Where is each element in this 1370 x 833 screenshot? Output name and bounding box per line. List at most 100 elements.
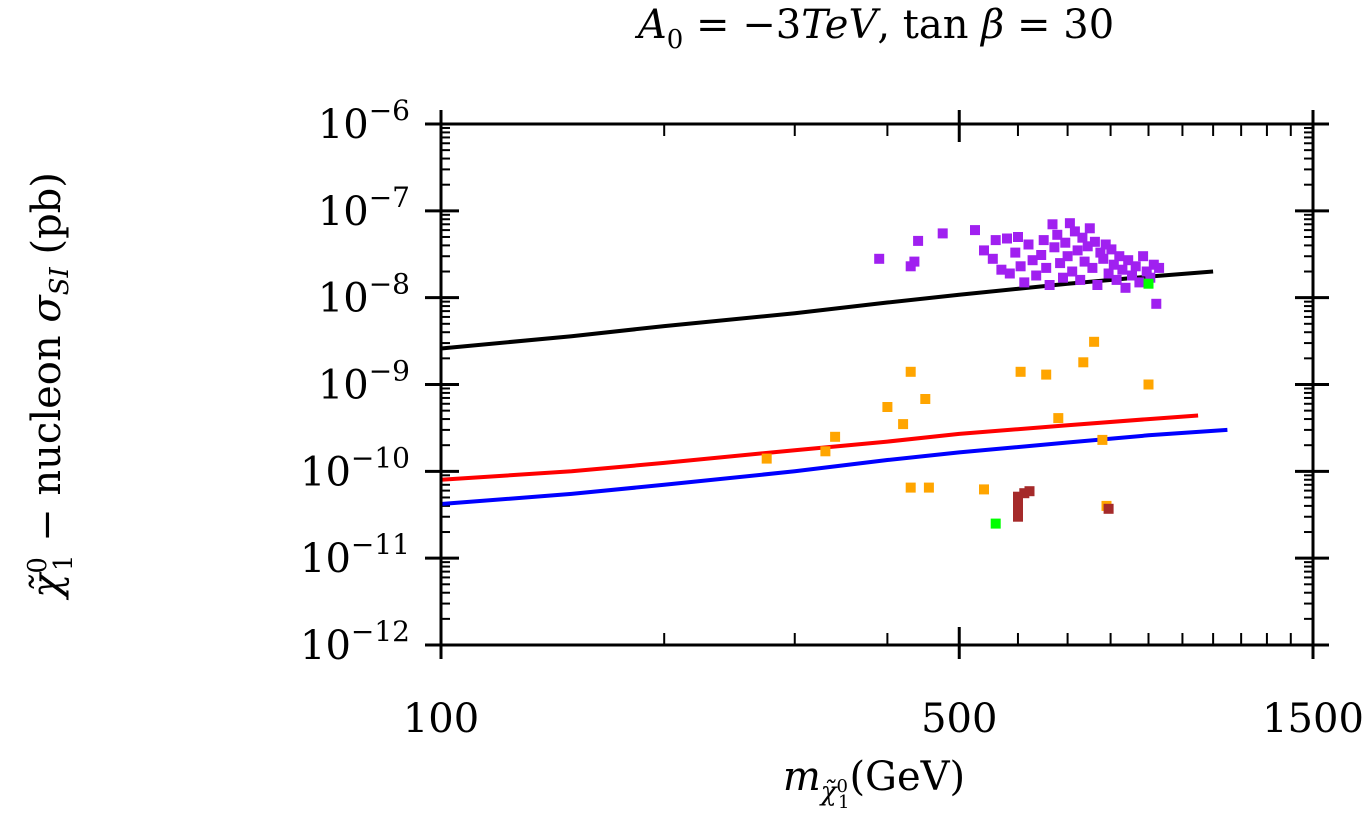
data-point — [1060, 237, 1071, 248]
y-tick-label: 10−9 — [318, 355, 410, 409]
data-point — [1019, 277, 1030, 288]
x-axis-label: mχ̃0 1(GeV) — [783, 754, 965, 813]
data-point — [1106, 244, 1117, 255]
data-point — [1143, 278, 1154, 289]
data-point — [1024, 486, 1035, 497]
y-tick-label: 10−6 — [318, 94, 410, 148]
data-point — [1138, 251, 1149, 262]
data-point — [1117, 264, 1128, 275]
data-point — [1004, 268, 1015, 279]
data-point — [1127, 270, 1137, 281]
data-point — [909, 256, 920, 267]
data-point — [1044, 280, 1055, 290]
data-point — [1114, 251, 1125, 262]
data-point — [1041, 369, 1052, 380]
data-point — [761, 453, 772, 464]
ylabel-part-sigma: σ — [24, 294, 70, 323]
x-tick-labels: 100 500 1500 — [403, 696, 1364, 742]
data-point — [1041, 262, 1052, 273]
chart-title: A0 = −3TeV, tan β = 30 — [634, 2, 1114, 55]
ylabel-part-sub: 1 — [49, 555, 79, 572]
data-point — [1089, 336, 1100, 347]
y-tick-label: 10−12 — [300, 615, 410, 669]
minor-ticks — [441, 124, 1313, 645]
y-axis-label: χ̃01 − nucleon σSI (pb) — [23, 172, 79, 601]
data-point — [1130, 261, 1141, 272]
plot-frame — [439, 122, 1315, 647]
title-part-tev: TeV — [801, 2, 881, 48]
data-point — [1053, 413, 1064, 424]
data-point — [830, 431, 841, 442]
data-point — [1075, 274, 1086, 285]
data-point — [1089, 236, 1100, 247]
data-point — [1010, 247, 1021, 258]
data-point — [1052, 229, 1063, 240]
data-point — [1111, 274, 1122, 285]
data-point — [1103, 268, 1114, 279]
data-point — [1055, 258, 1066, 269]
data-point — [970, 225, 980, 236]
data-point — [1049, 242, 1060, 253]
data-point — [1072, 245, 1083, 256]
data-point — [1092, 280, 1103, 290]
title-part-tan: , tan — [877, 2, 981, 48]
data-point — [1082, 241, 1093, 252]
data-point — [1077, 232, 1088, 243]
data-point — [979, 245, 989, 256]
y-tick-labels: 10−6 10−7 10−8 10−9 10−10 10−11 10−12 — [300, 94, 410, 669]
data-point — [1151, 298, 1162, 309]
data-point — [996, 264, 1007, 275]
data-point — [987, 253, 998, 264]
data-point — [1015, 261, 1026, 272]
data-point — [1145, 272, 1156, 283]
data-point — [1134, 277, 1145, 288]
ylabel-part-si: SI — [45, 267, 75, 296]
data-point — [1103, 503, 1114, 514]
xlabel-part-m: m — [783, 754, 821, 800]
data-point — [1154, 262, 1165, 273]
data-point — [1027, 255, 1038, 266]
data-point — [923, 482, 934, 493]
data-point — [1078, 357, 1089, 368]
title-part-sub: 0 — [667, 25, 684, 55]
data-point — [990, 235, 1001, 246]
data-point — [1019, 488, 1030, 499]
data-point — [1023, 239, 1034, 250]
ylabel-part-chi: χ̃ — [24, 571, 70, 601]
data-point — [1064, 218, 1075, 229]
data-point — [1069, 226, 1080, 237]
data-point — [1067, 266, 1078, 277]
data-point — [905, 482, 916, 493]
data-point — [979, 484, 989, 495]
data-point — [1123, 255, 1134, 266]
data-point — [990, 518, 1001, 529]
data-point — [937, 228, 948, 239]
y-tick-label: 10−8 — [318, 268, 410, 322]
data-point — [874, 253, 885, 264]
data-point — [1098, 253, 1109, 264]
data-point — [1038, 235, 1049, 246]
data-point — [1100, 239, 1111, 250]
title-part-eq: = −3 — [683, 2, 801, 48]
data-point — [1015, 366, 1026, 377]
data-point — [1097, 434, 1108, 445]
data-point — [1047, 219, 1058, 230]
data-point — [1084, 223, 1095, 234]
data-point — [820, 446, 831, 457]
limit-line — [440, 413, 1199, 482]
xlabel-part-chi: χ̃ — [819, 777, 839, 807]
data-point — [1087, 262, 1098, 273]
limit-lines — [440, 269, 1228, 506]
title-part-beta: β — [979, 2, 1004, 48]
data-points — [761, 218, 1165, 529]
data-point — [1002, 233, 1012, 244]
data-point — [1013, 498, 1023, 509]
x-tick-label: 500 — [921, 696, 997, 742]
limit-line — [440, 427, 1228, 506]
data-point — [1143, 379, 1154, 390]
data-point — [898, 419, 909, 430]
data-point — [1108, 259, 1119, 270]
xlabel-part-sub: 1 — [838, 792, 849, 813]
data-point — [913, 235, 924, 246]
data-point — [1141, 266, 1152, 277]
